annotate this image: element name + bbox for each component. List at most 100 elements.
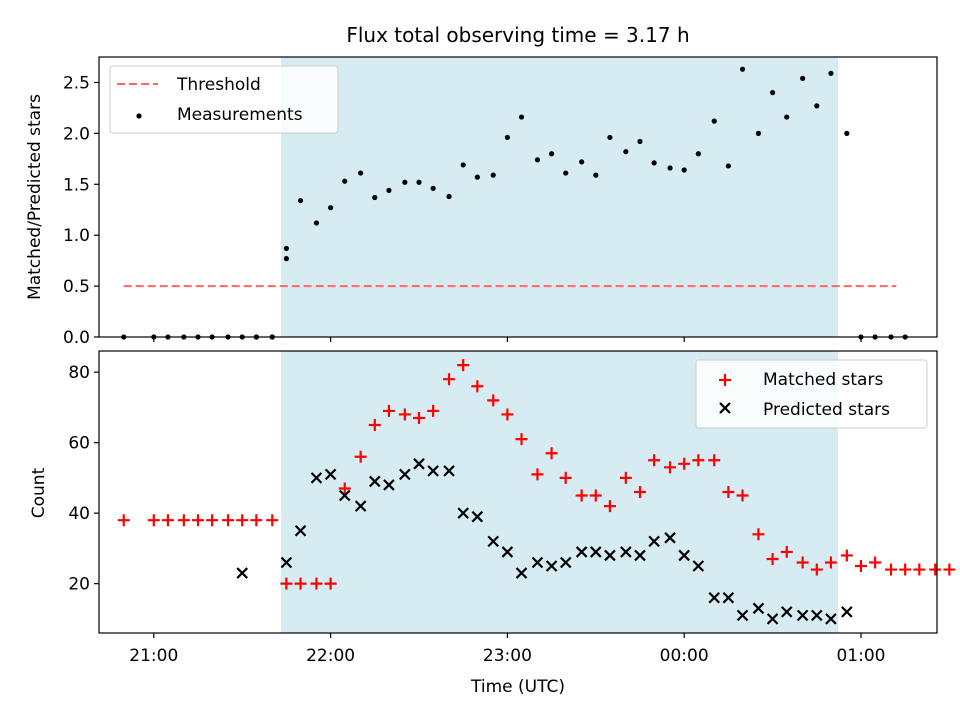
legend-predicted-label: Predicted stars: [763, 400, 890, 420]
bottom-y-tick-label: 60: [68, 434, 90, 454]
matched-star-marker: [545, 447, 558, 460]
matched-star-marker: [250, 514, 263, 527]
predicted-star-marker: [648, 535, 660, 548]
predicted-star-marker: [841, 606, 853, 618]
top-shaded-span: [281, 57, 838, 337]
measurement-point: [828, 70, 834, 76]
top-axes-frame: [98, 56, 938, 338]
measurement-point: [681, 167, 687, 173]
top-y-tick-label: 2.5: [63, 73, 90, 93]
matched-star-marker: [324, 577, 337, 590]
measurement-point: [372, 194, 378, 201]
measurement-point: [474, 174, 480, 180]
predicted-star-marker: [825, 613, 837, 625]
matched-star-marker: [575, 489, 588, 502]
measurement-point: [739, 66, 746, 72]
matched-star-marker: [810, 563, 823, 576]
matched-star-marker: [457, 359, 470, 372]
measurement-point: [534, 157, 541, 163]
matched-star-marker: [192, 514, 205, 527]
top-x-ticks: [153, 337, 862, 342]
predicted-star-marker: [443, 465, 455, 477]
predicted-star-marker: [664, 532, 676, 544]
matched-star-marker: [885, 563, 898, 576]
top-y-axis-label: Matched/Predicted stars: [25, 94, 45, 300]
predicted-star-marker: [457, 507, 469, 519]
predicted-star-marker: [487, 535, 500, 548]
measurement-point: [844, 130, 850, 136]
matched-star-marker: [117, 514, 130, 527]
matched-star-marker: [222, 514, 235, 527]
matched-star-marker: [899, 563, 912, 576]
measurement-point: [814, 103, 820, 109]
matched-star-marker: [619, 471, 632, 484]
predicted-star-marker: [324, 468, 337, 481]
predicted-star-marker: [796, 609, 809, 622]
matched-star-markers: [117, 359, 956, 590]
bottom-y-tick-label: 40: [68, 504, 90, 524]
legend-predicted-swatch: [719, 402, 731, 414]
matched-star-marker: [633, 486, 646, 498]
predicted-star-marker: [369, 475, 381, 488]
measurement-point: [342, 178, 348, 184]
top-y-tick-label: 1.0: [63, 226, 90, 246]
predicted-star-marker: [559, 556, 572, 569]
matched-star-marker: [752, 528, 765, 541]
matched-star-marker: [368, 419, 381, 432]
bottom-legend-box: [695, 359, 928, 429]
top-y-tick-label: 2.0: [63, 124, 90, 144]
matched-star-marker: [692, 454, 705, 467]
measurement-point: [579, 159, 585, 165]
measurement-point: [607, 134, 613, 141]
matched-star-marker: [722, 486, 735, 498]
predicted-star-marker: [413, 458, 425, 470]
measurement-point: [446, 193, 452, 200]
measurement-point: [518, 114, 525, 120]
measurement-point: [695, 151, 701, 157]
matched-star-marker: [531, 468, 544, 481]
measurement-point: [283, 256, 290, 262]
predicted-star-markers: [236, 458, 853, 625]
predicted-star-marker: [501, 546, 514, 558]
x-tick-label: 00:00: [660, 646, 709, 666]
measurement-point: [667, 165, 673, 171]
predicted-star-marker: [766, 613, 779, 625]
measurement-point: [769, 90, 776, 96]
bottom-y-axis-label: Count: [29, 467, 49, 518]
measurement-point: [402, 179, 408, 185]
matched-star-marker: [177, 514, 190, 527]
measurement-point: [430, 185, 436, 191]
top-panel: 0.0 0.5 1.0 1.5 2.0 2.5 Matched/Predicted sta…: [25, 56, 938, 348]
predicted-star-marker: [531, 556, 544, 569]
predicted-star-marker: [736, 609, 749, 622]
predicted-star-marker: [427, 465, 439, 477]
top-y-tick-label: 0.0: [63, 328, 90, 348]
matched-star-marker: [487, 394, 500, 407]
bottom-y-ticks: 20 40 60 80: [68, 363, 99, 595]
predicted-star-marker: [575, 546, 588, 558]
predicted-star-marker: [471, 510, 484, 523]
predicted-star-marker: [811, 609, 823, 622]
measurement-point: [416, 179, 422, 185]
matched-star-marker: [236, 514, 249, 527]
matched-star-marker: [648, 454, 661, 467]
measurement-point: [637, 138, 643, 145]
legend-matched-label: Matched stars: [763, 370, 883, 390]
bottom-axes-frame: [98, 350, 938, 634]
matched-star-marker: [708, 454, 721, 467]
measurement-point: [504, 134, 510, 141]
matched-star-marker: [515, 433, 528, 446]
legend-matched-swatch: [719, 374, 731, 386]
predicted-star-marker: [590, 546, 602, 558]
matched-star-marker: [913, 563, 926, 576]
predicted-star-marker: [692, 560, 705, 572]
matched-star-marker: [840, 549, 853, 562]
measurement-point: [548, 151, 555, 157]
predicted-star-marker: [383, 479, 395, 491]
matched-star-marker: [824, 556, 837, 569]
matched-star-marker: [382, 404, 395, 417]
predicted-star-marker: [604, 549, 616, 562]
matched-star-marker: [603, 500, 616, 513]
chart-title: Flux total observing time = 3.17 h: [346, 23, 689, 47]
